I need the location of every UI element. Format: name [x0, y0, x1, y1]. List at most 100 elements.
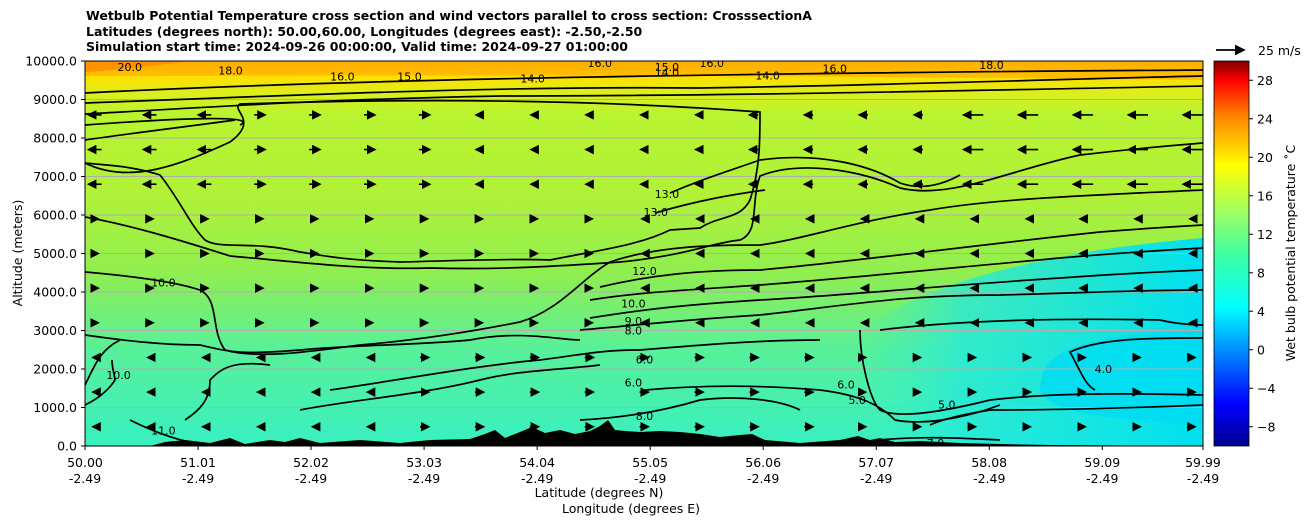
y-tick-label: 4000.0	[33, 285, 77, 300]
colorbar-tick-label: −4	[1257, 381, 1275, 396]
y-tick-label: 3000.0	[33, 323, 77, 338]
contour-label: 16.0	[699, 57, 724, 70]
x-tick-label-lon: -2.49	[1086, 471, 1118, 486]
plot-area: 20.0 18.0 16.0 15.0 14.016.0 15.014.016.014.0…	[85, 57, 1203, 450]
contour-label: 14.0	[655, 67, 680, 80]
x-tick-label-lat: 59.09	[1084, 455, 1120, 470]
contour-line	[85, 119, 236, 141]
colorbar-tick-label: 28	[1257, 73, 1273, 88]
contour-line	[644, 385, 1001, 423]
contour-label: 18.0	[979, 59, 1004, 72]
x-tick-label-lat: 56.06	[745, 455, 781, 470]
contour-line	[85, 99, 761, 263]
contour-label: 6.0	[625, 376, 643, 389]
warm-top-left	[85, 61, 192, 72]
contour-label: 5.0	[938, 398, 956, 411]
y-tick-label: 9000.0	[33, 92, 77, 107]
colorbar-tick-label: −8	[1257, 419, 1275, 434]
contour-label: 10.0	[621, 298, 646, 311]
contour-line	[85, 142, 1203, 270]
contour-label: 7.0	[927, 437, 945, 450]
contour-label: 4.0	[1095, 363, 1113, 376]
contour-label: 14.0	[755, 70, 780, 83]
contour-label: 13.0	[644, 206, 669, 219]
x-tick-label-lat: 52.02	[293, 455, 329, 470]
contour-label: 10.0	[151, 276, 176, 289]
x-tick-label-lon: -2.49	[747, 471, 779, 486]
x-tick-label-lat: 54.04	[519, 455, 555, 470]
contour-line	[929, 404, 1203, 426]
quiver-key-label: 25 m/s	[1258, 43, 1301, 58]
x-tick-label-lat: 51.01	[180, 455, 216, 470]
contour-label: 5.0	[848, 394, 866, 407]
terrain	[150, 420, 1203, 446]
y-tick-label: 2000.0	[33, 362, 77, 377]
x-axis-label-latitude: Latitude (degrees N)	[535, 485, 664, 500]
colorbar-tick-label: 24	[1257, 111, 1273, 126]
title-line-3: Simulation start time: 2024-09-26 00:00:…	[86, 39, 628, 54]
x-axis: 50.00-2.4951.01-2.4952.02-2.4953.03-2.49…	[67, 446, 1221, 486]
contour-line	[85, 75, 1203, 104]
x-tick-label-lat: 59.99	[1185, 455, 1221, 470]
contour-label: 14.0	[520, 72, 545, 85]
contour-line	[85, 359, 116, 406]
contour-label: 11.0	[151, 425, 176, 438]
colorbar-tick-label: 12	[1257, 227, 1273, 242]
warm-top-layer	[85, 61, 1203, 80]
contour-line	[1068, 337, 1203, 391]
contour-label: 8.0	[636, 410, 654, 423]
contour-line	[85, 85, 1203, 115]
colorbar-ticks: −8 −4 0 4 8 12 16 20 24 28	[1249, 73, 1275, 434]
contour-line	[299, 364, 601, 411]
contour-label: 9.0	[625, 315, 643, 328]
contour-label: 18.0	[218, 65, 243, 78]
y-tick-label: 6000.0	[33, 208, 77, 223]
contour-line	[579, 289, 1203, 331]
contour-label: 12.0	[632, 265, 657, 278]
contour-line	[879, 436, 1001, 441]
contour-line	[654, 189, 766, 214]
x-tick-label-lon: -2.49	[408, 471, 440, 486]
y-axis-label: Altitude (meters)	[10, 200, 25, 307]
colorbar-tick-label: 0	[1257, 342, 1265, 357]
colorbar-tick-label: 20	[1257, 150, 1273, 165]
quiver-key: 25 m/s	[1216, 43, 1301, 58]
y-tick-label: 8000.0	[33, 131, 77, 146]
x-tick-label-lon: -2.49	[69, 471, 101, 486]
x-axis-label-longitude: Longitude (degrees E)	[562, 501, 700, 516]
contour-label: 13.0	[655, 188, 680, 201]
x-tick-label-lat: 57.07	[858, 455, 894, 470]
x-tick-label-lon: -2.49	[295, 471, 327, 486]
horizontal-gridlines	[85, 61, 1203, 446]
x-tick-label-lon: -2.49	[973, 471, 1005, 486]
colorbar-tick-label: 4	[1257, 304, 1265, 319]
contour-label: 15.0	[397, 70, 422, 83]
x-tick-label-lat: 58.08	[971, 455, 1007, 470]
contour-label: 15.0	[655, 61, 680, 74]
x-tick-label-lon: -2.49	[634, 471, 666, 486]
contour-label: 16.0	[823, 63, 848, 76]
x-tick-label-lat: 50.00	[67, 455, 103, 470]
colorbar-label: Wet bulb potential temperature ˚C	[1283, 144, 1298, 361]
y-tick-label: 5000.0	[33, 246, 77, 261]
contour-line	[85, 189, 1203, 356]
contour-line	[599, 224, 1203, 288]
y-axis: 0.0 1000.0 2000.0 3000.0 4000.0 5000.0 6000.0 7…	[25, 54, 85, 454]
contour-label: 8.0	[625, 325, 643, 338]
contour-line	[85, 69, 1203, 94]
y-tick-label: 10000.0	[25, 54, 77, 69]
title-line-1: Wetbulb Potential Temperature cross sect…	[86, 8, 812, 23]
x-tick-label-lat: 53.03	[406, 455, 442, 470]
contour-label: 6.0	[636, 353, 654, 366]
contour-line	[184, 362, 271, 421]
contour-labels: 20.0 18.0 16.0 15.0 14.016.0 15.014.016.014.0…	[106, 57, 1113, 450]
contour-label: 20.0	[118, 61, 143, 74]
contour-label: 16.0	[588, 57, 613, 70]
contour-line	[589, 269, 1203, 319]
colorbar-tick-label: 8	[1257, 265, 1265, 280]
colorbar-tick-label: 16	[1257, 188, 1273, 203]
x-tick-label-lon: -2.49	[860, 471, 892, 486]
x-tick-label-lat: 55.05	[632, 455, 668, 470]
contour-line	[859, 329, 1203, 415]
contour-line	[85, 334, 581, 354]
